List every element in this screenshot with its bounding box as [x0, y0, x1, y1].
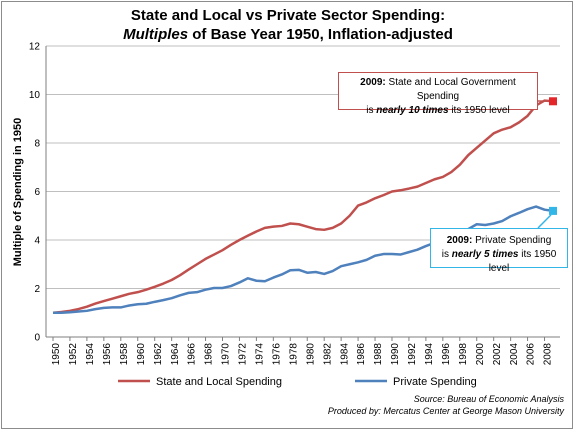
y-tick-label: 0	[34, 333, 40, 344]
callout-private-text2b: its 1950 level	[488, 249, 557, 274]
y-tick-label: 2	[34, 284, 40, 295]
x-tick-label: 1958	[119, 343, 130, 366]
title-line-1: State and Local vs Private Sector Spendi…	[130, 7, 446, 24]
x-tick-label: 1952	[68, 343, 79, 366]
x-tick-label: 1964	[170, 343, 181, 366]
x-tick-label: 1950	[51, 343, 62, 366]
title-multiples: Multiples	[123, 26, 189, 43]
title-rest: of Base Year 1950, Inflation-adjusted	[188, 26, 453, 43]
callout-private: 2009: Private Spending is nearly 5 times…	[430, 228, 568, 274]
legend-label: Private Spending	[393, 376, 477, 388]
callout-private-text1: Private Spending	[472, 235, 552, 246]
x-tick-label: 1968	[204, 343, 215, 366]
x-tick-label: 1982	[322, 343, 333, 366]
x-tick-label: 1990	[390, 343, 401, 366]
x-tick-label: 1988	[373, 343, 384, 366]
x-tick-label: 1998	[458, 343, 469, 366]
x-tick-label: 1970	[221, 343, 232, 366]
x-tick-label: 1954	[85, 343, 96, 366]
x-tick-label: 1984	[339, 343, 350, 366]
x-tick-label: 1994	[424, 343, 435, 366]
x-tick-label: 2000	[475, 343, 486, 366]
endpoint-marker-private	[549, 206, 557, 215]
y-tick-label: 6	[34, 187, 40, 198]
x-tick-label: 1996	[441, 343, 452, 366]
x-tick-label: 1972	[238, 343, 249, 366]
series-layer	[52, 97, 557, 314]
axes	[45, 46, 560, 341]
callout-state-em: nearly 10 times	[376, 105, 449, 116]
callout-private-year: 2009:	[446, 235, 473, 246]
x-tick-label: 1980	[305, 343, 316, 366]
x-tick-labels: 1950 1952 1954 1956 1958 1960 1962 1964 1966 1968…	[51, 343, 554, 366]
chart-title: State and Local vs Private Sector Spendi…	[0, 6, 576, 44]
callout-state-text1: State and Local Government Spending	[385, 77, 516, 102]
y-tick-labels: 0 2 4 6 8 10 12	[29, 42, 41, 344]
x-tick-label: 1956	[102, 343, 113, 366]
x-tick-label: 1986	[356, 343, 367, 366]
x-tick-label: 2008	[543, 343, 554, 366]
callout-private-leader	[537, 214, 552, 229]
x-tick-label: 1992	[407, 343, 418, 366]
y-axis-label: Multiple of Spending in 1950	[12, 118, 24, 267]
x-tick-label: 1962	[153, 343, 164, 366]
x-tick-label: 1978	[288, 343, 299, 366]
legend-label: State and Local Spending	[156, 376, 282, 388]
endpoint-marker-state-local	[549, 97, 557, 106]
y-tick-label: 10	[29, 90, 41, 101]
series-state-local-line	[52, 99, 554, 314]
title-line-2: Multiples of Base Year 1950, Inflation-a…	[0, 25, 576, 44]
callout-state-local: 2009: State and Local Government Spendin…	[338, 72, 538, 116]
callout-private-em: nearly 5 times	[451, 249, 519, 260]
x-tick-label: 2004	[509, 343, 520, 366]
x-tick-label: 1960	[136, 343, 147, 366]
callout-state-text2a: is	[366, 105, 377, 116]
y-tick-label: 4	[34, 236, 40, 247]
x-tick-label: 2002	[492, 343, 503, 366]
source-line: Source: Bureau of Economic Analysis	[413, 394, 564, 404]
callout-private-text2a: is	[441, 249, 452, 260]
legend: State and Local Spending Private Spending	[118, 376, 477, 388]
x-tick-label: 2006	[526, 343, 537, 366]
y-tick-label: 12	[29, 42, 41, 53]
y-tick-label: 8	[34, 139, 40, 150]
producer-line: Produced by: Mercatus Center at George M…	[327, 406, 564, 416]
x-tick-label: 1974	[255, 343, 266, 366]
callout-state-text2b: its 1950 level	[448, 105, 510, 116]
callout-state-year: 2009:	[360, 77, 386, 88]
x-tick-label: 1966	[187, 343, 198, 366]
x-tick-label: 1976	[271, 343, 282, 366]
